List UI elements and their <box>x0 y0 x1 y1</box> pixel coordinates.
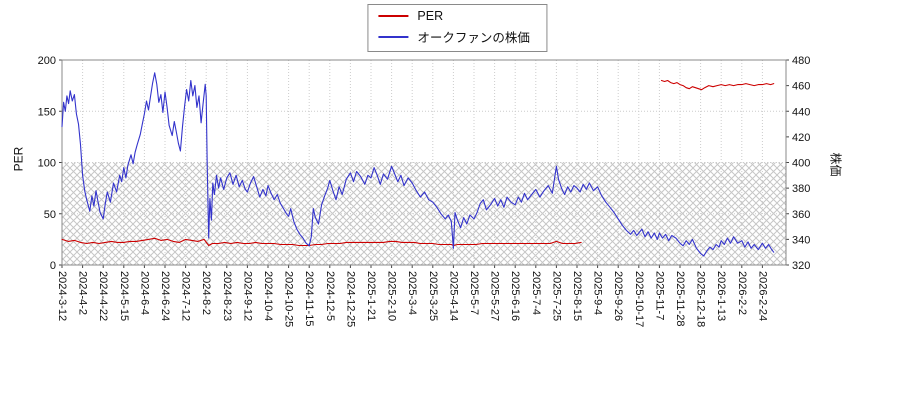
per-line-swatch <box>378 15 409 17</box>
right-axis-title: 株価 <box>828 152 843 177</box>
svg-text:2026-1-13: 2026-1-13 <box>715 271 727 321</box>
svg-text:2024-6-4: 2024-6-4 <box>138 271 150 315</box>
svg-text:2024-10-4: 2024-10-4 <box>262 271 274 321</box>
svg-text:340: 340 <box>792 234 810 246</box>
svg-text:150: 150 <box>38 106 56 118</box>
svg-text:2025-10-17: 2025-10-17 <box>633 271 645 327</box>
svg-text:400: 400 <box>792 158 810 170</box>
legend-label-stock-price: オークファンの株価 <box>417 31 530 45</box>
svg-text:2024-5-15: 2024-5-15 <box>118 271 130 321</box>
svg-text:440: 440 <box>792 106 810 118</box>
svg-text:2026-2-2: 2026-2-2 <box>736 271 748 315</box>
svg-text:420: 420 <box>792 132 810 144</box>
svg-text:2024-4-22: 2024-4-22 <box>97 271 109 321</box>
svg-text:2025-3-25: 2025-3-25 <box>427 271 439 321</box>
svg-text:2024-4-2: 2024-4-2 <box>77 271 89 315</box>
svg-text:200: 200 <box>38 55 56 67</box>
svg-text:2025-4-14: 2025-4-14 <box>447 271 459 321</box>
svg-text:2025-1-21: 2025-1-21 <box>365 271 377 321</box>
svg-text:2025-3-4: 2025-3-4 <box>406 271 418 315</box>
svg-text:0: 0 <box>50 260 56 272</box>
legend-item-per: PER <box>378 9 530 23</box>
svg-text:2026-2-24: 2026-2-24 <box>756 271 768 321</box>
svg-text:2024-8-23: 2024-8-23 <box>221 271 233 321</box>
svg-text:2025-5-7: 2025-5-7 <box>468 271 480 315</box>
legend-label-per: PER <box>417 9 444 23</box>
svg-text:2025-2-10: 2025-2-10 <box>386 271 398 321</box>
svg-text:2025-9-26: 2025-9-26 <box>612 271 624 321</box>
svg-text:2025-12-18: 2025-12-18 <box>695 271 707 327</box>
svg-text:2025-11-28: 2025-11-28 <box>674 271 686 326</box>
svg-text:2025-11-7: 2025-11-7 <box>653 271 665 320</box>
svg-text:50: 50 <box>44 209 56 221</box>
svg-text:380: 380 <box>792 183 810 195</box>
svg-text:2024-11-15: 2024-11-15 <box>303 271 315 326</box>
legend-item-stock-price: オークファンの株価 <box>378 27 530 46</box>
svg-text:2024-12-25: 2024-12-25 <box>344 271 356 327</box>
left-axis-title: PER <box>11 146 26 172</box>
svg-text:2025-7-25: 2025-7-25 <box>550 271 562 321</box>
svg-text:2024-6-24: 2024-6-24 <box>159 271 171 321</box>
legend: PER オークファンの株価 <box>367 4 547 52</box>
svg-text:2024-10-25: 2024-10-25 <box>283 271 295 327</box>
svg-text:2024-8-2: 2024-8-2 <box>200 271 212 315</box>
svg-text:2024-3-12: 2024-3-12 <box>56 271 68 321</box>
svg-text:2025-8-15: 2025-8-15 <box>571 271 583 321</box>
svg-text:480: 480 <box>792 55 810 67</box>
stock-line-swatch <box>378 35 409 38</box>
svg-text:2024-12-5: 2024-12-5 <box>324 271 336 321</box>
svg-text:460: 460 <box>792 81 810 93</box>
svg-text:2025-9-4: 2025-9-4 <box>592 271 604 315</box>
svg-text:2025-7-4: 2025-7-4 <box>530 271 542 315</box>
svg-text:2024-9-12: 2024-9-12 <box>241 271 253 321</box>
svg-text:320: 320 <box>792 260 810 272</box>
svg-text:2025-5-27: 2025-5-27 <box>489 271 501 321</box>
svg-text:2024-7-12: 2024-7-12 <box>180 271 192 321</box>
svg-text:360: 360 <box>792 209 810 221</box>
svg-text:2025-6-16: 2025-6-16 <box>509 271 521 321</box>
svg-text:100: 100 <box>38 158 56 170</box>
